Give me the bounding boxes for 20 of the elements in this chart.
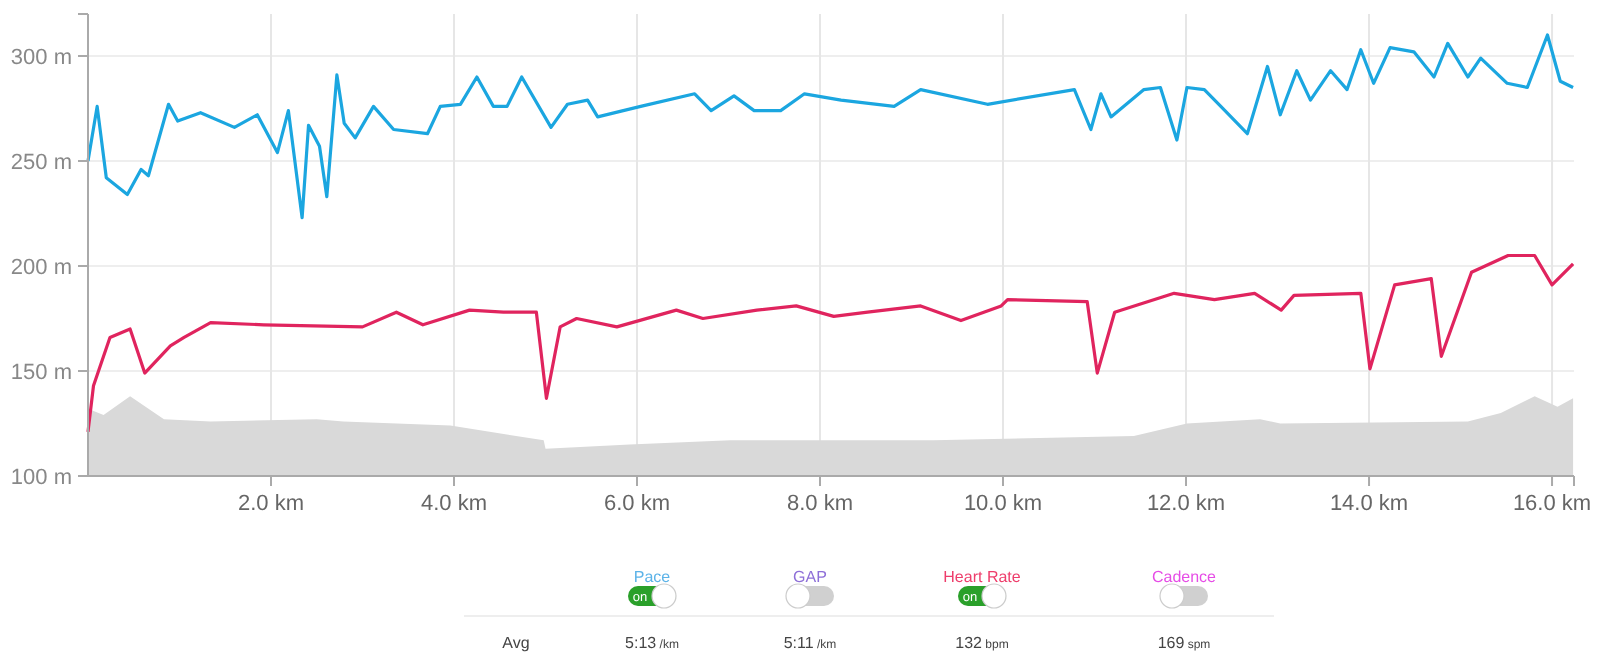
x-tick-label: 6.0 km (604, 492, 671, 516)
y-tick-label: 150 m (10, 360, 72, 385)
category-label: Pace (633, 568, 672, 586)
category-label: Heart Rate (943, 568, 1022, 586)
y-tick-label: 250 m (10, 150, 72, 175)
line-series (86, 253, 1575, 434)
y-tick-label: 200 m (10, 255, 72, 280)
x-tick-label: 12.0 km (1146, 492, 1226, 516)
y-tick-label: 300 m (10, 45, 72, 70)
category-label: Cadence (1151, 568, 1218, 586)
x-tick-label: 2.0 km (237, 492, 305, 516)
x-tick-label: 16.0 km (1512, 492, 1592, 516)
text: Avg (502, 634, 530, 652)
x-tick-label: 14.0 km (1329, 492, 1409, 516)
line-series (86, 33, 1575, 220)
x-tick-label: 10.0 km (963, 492, 1043, 516)
x-tick-label: 4.0 km (420, 492, 488, 516)
x-tick-label: 8.0 km (787, 492, 854, 516)
y-tick-label: 100 m (10, 465, 72, 490)
category-label: GAP (793, 568, 827, 586)
